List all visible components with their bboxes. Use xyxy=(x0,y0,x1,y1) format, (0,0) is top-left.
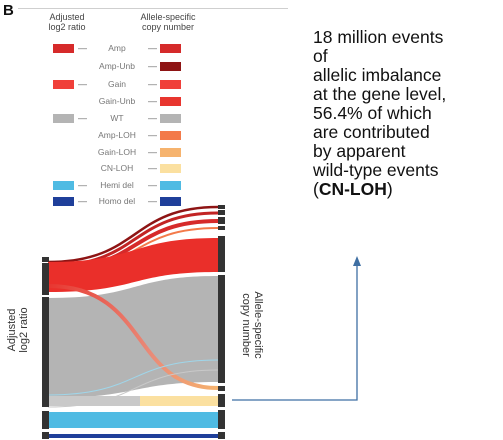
callout-paren-close: ) xyxy=(386,179,393,199)
legend-label-hemi-del: Hemi del xyxy=(100,180,134,190)
top-divider xyxy=(18,8,288,9)
right-node-gain-unb xyxy=(218,217,225,224)
callout-line: allelic imbalance xyxy=(313,65,442,85)
legend-label-wt: WT xyxy=(110,113,124,123)
callout-line: 56.4% of which xyxy=(313,103,432,123)
legend-dash: — xyxy=(148,96,157,106)
legend-dash: — xyxy=(148,43,157,53)
legend-dash: — xyxy=(148,130,157,140)
legend-dash: — xyxy=(148,79,157,89)
right-node-amp-loh xyxy=(218,226,225,230)
callout-highlight: CN-LOH xyxy=(318,179,387,199)
legend-dash: — xyxy=(148,147,157,157)
left-node-hemi-del xyxy=(42,411,49,429)
legend-dash: — xyxy=(148,180,157,190)
legend-right-swatch-gain-loh xyxy=(160,148,181,157)
legend-dash: — xyxy=(78,113,87,123)
legend-label-gain: Gain xyxy=(108,79,126,89)
sankey-left-nodes xyxy=(42,257,49,439)
right-node-hemi-del xyxy=(218,410,225,429)
flow-wt-to-hemi-del-thin xyxy=(47,359,219,396)
legend-label-amp: Amp xyxy=(108,43,126,53)
legend-right-swatch-cn-loh xyxy=(160,164,181,173)
flow-gain-to-gain-loh xyxy=(47,284,219,390)
legend-dash: — xyxy=(148,113,157,123)
legend-left-header-line2: log2 ratio xyxy=(48,22,86,32)
left-node-amp xyxy=(42,257,49,262)
callout-paren-open: ( xyxy=(313,179,319,199)
flow-wt-to-wt-lower xyxy=(48,396,140,406)
legend-left-swatch-homo-del xyxy=(53,197,74,206)
legend-right-header-line1: Allele-specific xyxy=(140,12,196,22)
axis-right-label-line1: Allele-specific xyxy=(252,291,264,359)
panel-letter: B xyxy=(3,2,14,19)
legend-right-swatch-amp-unb xyxy=(160,62,181,71)
legend-left-swatch-hemi-del xyxy=(53,181,74,190)
right-node-amp xyxy=(218,205,225,209)
legend-label-gain-loh: Gain-LOH xyxy=(97,147,137,157)
callout-line: by apparent xyxy=(313,141,406,161)
callout-line: of xyxy=(313,46,328,66)
legend-left-swatch-amp xyxy=(53,44,74,53)
axis-left-label-line2: log2 ratio xyxy=(18,307,30,353)
legend-right-swatch-homo-del xyxy=(160,197,181,206)
right-node-gain xyxy=(218,236,225,272)
legend-label-homo-del: Homo del xyxy=(98,196,136,206)
callout-line: 18 million events xyxy=(313,27,444,47)
sankey-right-nodes xyxy=(218,205,225,439)
legend-label-amp-unb: Amp-Unb xyxy=(99,61,135,71)
legend-dash: — xyxy=(148,163,157,173)
legend-left-header: Adjusted log2 ratio xyxy=(40,12,94,32)
legend-right-header-line2: copy number xyxy=(141,22,195,32)
left-node-gain xyxy=(42,263,49,295)
left-node-wt xyxy=(42,297,49,407)
axis-right-label-line2: copy number xyxy=(240,293,252,357)
flow-gain-to-gain xyxy=(48,238,218,292)
flow-wt-to-cn-loh xyxy=(140,396,218,406)
right-node-wt xyxy=(218,275,225,383)
legend-left-swatch-gain xyxy=(53,80,74,89)
legend-dash: — xyxy=(148,196,157,206)
callout-arrow xyxy=(232,256,361,401)
legend-right-swatch-gain xyxy=(160,80,181,89)
legend-dash: — xyxy=(78,79,87,89)
legend-label-gain-unb: Gain-Unb xyxy=(98,96,136,106)
legend-label-cn-loh: CN-LOH xyxy=(100,163,134,173)
right-node-cn-loh xyxy=(218,394,225,407)
legend-right-swatch-gain-unb xyxy=(160,97,181,106)
callout-line-last: (CN-LOH) xyxy=(313,180,503,199)
legend-dash: — xyxy=(78,180,87,190)
left-node-homo-del xyxy=(42,432,49,439)
callout-line: are contributed xyxy=(313,122,430,142)
legend-label-amp-loh: Amp-LOH xyxy=(98,130,136,140)
legend-dash: — xyxy=(78,43,87,53)
right-node-gain-loh xyxy=(218,386,225,391)
legend-dash: — xyxy=(148,61,157,71)
legend-left-swatch-wt xyxy=(53,114,74,123)
legend-right-swatch-wt xyxy=(160,114,181,123)
flow-hemi-del-to-hemi-del xyxy=(48,412,218,428)
legend-right-swatch-amp xyxy=(160,44,181,53)
flow-wt-to-wt xyxy=(48,276,218,398)
legend-right-header: Allele-specific copy number xyxy=(128,12,208,32)
legend-left-header-line1: Adjusted xyxy=(49,12,85,22)
legend-dash: — xyxy=(78,196,87,206)
axis-left-label: Adjusted log2 ratio xyxy=(6,300,30,360)
arrow-line xyxy=(232,262,358,401)
legend-right-swatch-amp-loh xyxy=(160,131,181,140)
flow-amp-to-amp-unb xyxy=(47,205,219,264)
right-node-amp-unb xyxy=(218,210,225,215)
right-node-homo-del xyxy=(218,432,225,439)
arrow-head-icon xyxy=(353,256,361,266)
callout-text: 18 million events of allelic imbalance a… xyxy=(313,28,503,199)
callout-line: at the gene level, xyxy=(313,84,447,104)
sankey-flows xyxy=(47,205,219,438)
axis-left-label-line1: Adjusted xyxy=(6,308,18,352)
flow-homo-del-to-homo-del xyxy=(48,434,218,438)
axis-right-label: Allele-specific copy number xyxy=(240,275,264,375)
legend-right-swatch-hemi-del xyxy=(160,181,181,190)
callout-line: wild-type events xyxy=(313,160,439,180)
